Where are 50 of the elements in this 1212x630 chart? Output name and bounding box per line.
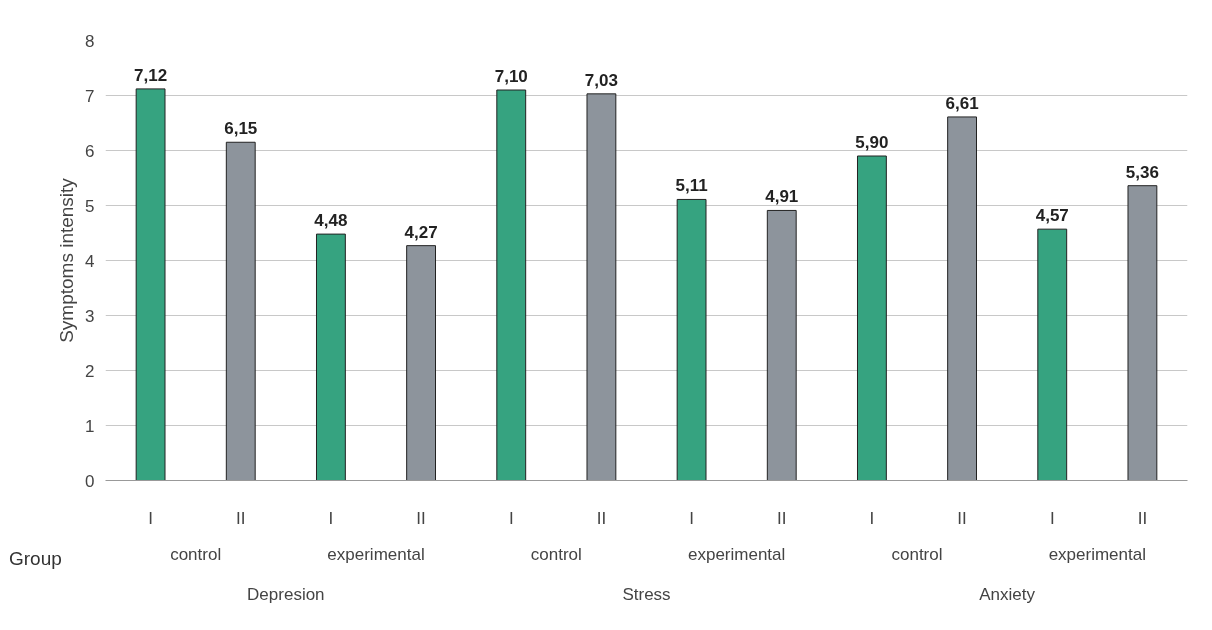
y-axis-title: Symptoms intensity: [56, 177, 78, 343]
data-label: 6,15: [224, 119, 258, 139]
text: experimental: [327, 544, 425, 564]
text: Anxiety: [979, 584, 1036, 604]
text: Stress: [622, 584, 671, 604]
y-tick-label: 5: [85, 196, 95, 216]
bar: [315, 233, 346, 481]
x-tick-label: I: [508, 508, 514, 528]
text: control: [530, 544, 582, 564]
data-label: 7,10: [494, 67, 528, 86]
x-tick-label: I: [328, 508, 334, 528]
data-label: 5,90: [855, 133, 889, 152]
bar: [1037, 228, 1068, 481]
x-tick-label: I: [148, 508, 153, 528]
text: control: [170, 544, 222, 564]
x-tick-label: II: [596, 508, 607, 528]
data-label: 5,36: [1125, 162, 1159, 182]
data-label: 5,11: [675, 176, 708, 196]
data-label: 7,12: [134, 65, 168, 85]
y-tick-label: 2: [85, 361, 95, 381]
x-tick-label: II: [1137, 508, 1148, 528]
x-tick-label: I: [1049, 508, 1055, 528]
data-label: 4,91: [765, 187, 799, 207]
bar: [135, 88, 166, 481]
text: Group: [9, 547, 62, 571]
x-tick-label: II: [957, 508, 967, 528]
data-label: 7,03: [584, 70, 618, 90]
text: experimental: [1048, 544, 1146, 564]
y-tick-label: 0: [85, 471, 95, 491]
y-tick-label: 8: [85, 31, 95, 51]
y-tick-label: 4: [85, 251, 95, 271]
x-tick-label: II: [777, 508, 787, 528]
text: experimental: [688, 544, 786, 564]
x-tick-label: II: [416, 508, 426, 528]
x-tick-label: I: [869, 508, 875, 528]
bar: [496, 89, 527, 481]
y-tick-label: 1: [85, 416, 95, 436]
y-tick-label: 3: [85, 306, 95, 326]
data-label: 6,61: [945, 93, 979, 113]
data-label: 4,48: [314, 211, 348, 231]
data-label: 4,57: [1035, 206, 1069, 226]
y-tick-label: 6: [85, 141, 95, 161]
x-tick-label: II: [236, 508, 246, 528]
y-tick-label: 7: [85, 86, 95, 106]
bar: [856, 155, 887, 481]
text: control: [891, 544, 943, 564]
bar: [676, 198, 707, 481]
data-label: 4,27: [404, 222, 438, 242]
x-tick-label: I: [689, 508, 694, 528]
text: Depresion: [247, 584, 325, 604]
